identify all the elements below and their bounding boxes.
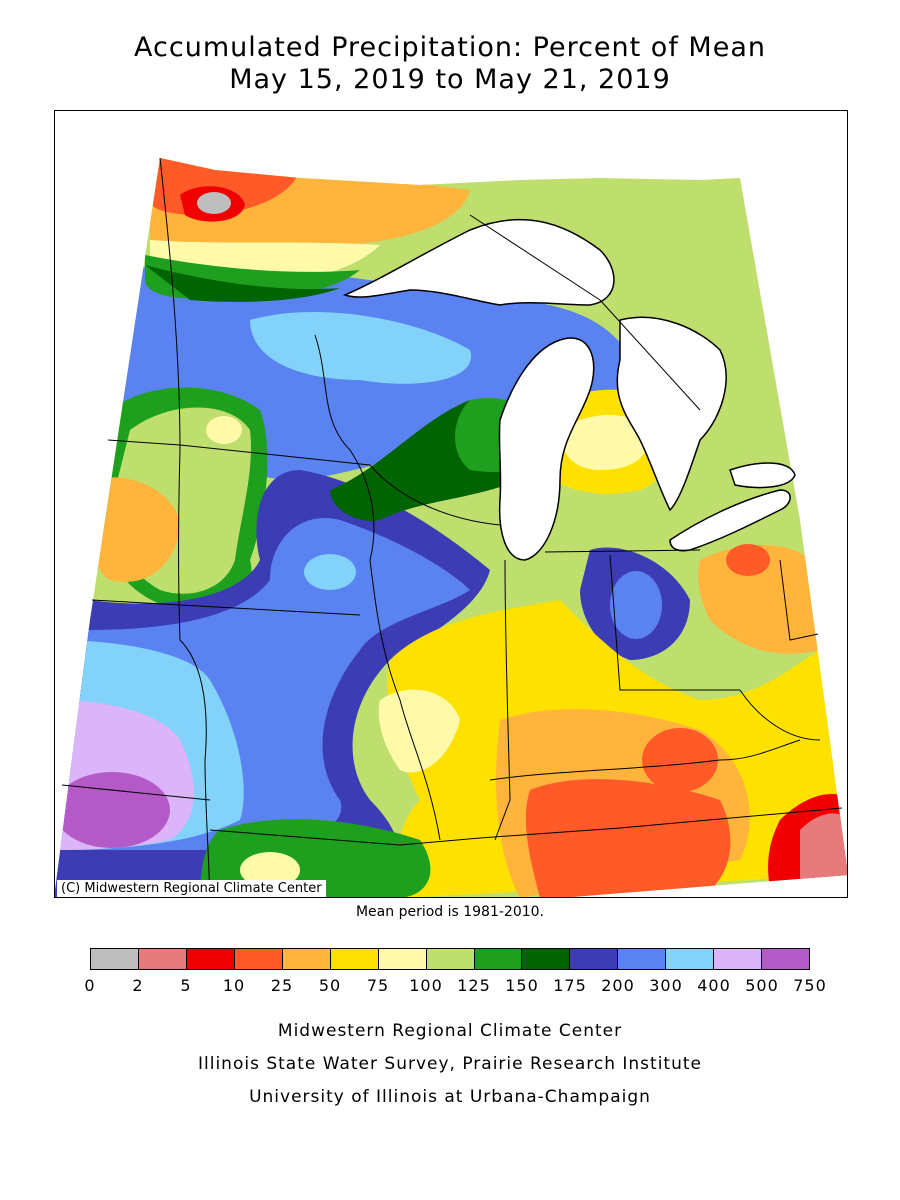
legend-tick-label: 0 bbox=[84, 976, 96, 995]
legend-tick-label: 2 bbox=[132, 976, 144, 995]
footer-survey: Illinois State Water Survey, Prairie Res… bbox=[198, 1054, 702, 1074]
legend-tick-label: 175 bbox=[553, 976, 587, 995]
legend-swatch bbox=[570, 949, 619, 969]
legend-tick-label: 75 bbox=[366, 976, 390, 995]
legend-swatch bbox=[138, 949, 187, 969]
legend-tick-label: 750 bbox=[793, 976, 827, 995]
great-lakes bbox=[342, 218, 796, 561]
legend-tick-label: 10 bbox=[222, 976, 246, 995]
color-legend bbox=[90, 948, 810, 970]
legend-swatch bbox=[186, 949, 235, 969]
map-credit: (C) Midwestern Regional Climate Center bbox=[57, 880, 326, 897]
legend-swatch bbox=[522, 949, 571, 969]
legend-swatch bbox=[234, 949, 283, 969]
legend-swatch bbox=[666, 949, 715, 969]
legend-swatch bbox=[474, 949, 523, 969]
legend-swatch bbox=[714, 949, 763, 969]
legend-tick-label: 25 bbox=[270, 976, 294, 995]
mean-period-note: Mean period is 1981-2010. bbox=[355, 904, 545, 920]
footer-org: Midwestern Regional Climate Center bbox=[277, 1021, 623, 1041]
legend-swatch bbox=[618, 949, 667, 969]
map-date-range: May 15, 2019 to May 21, 2019 bbox=[229, 64, 671, 95]
legend-swatch bbox=[330, 949, 379, 969]
legend-swatch bbox=[426, 949, 475, 969]
legend-swatch bbox=[282, 949, 331, 969]
legend-tick-label: 5 bbox=[180, 976, 192, 995]
map-title: Accumulated Precipitation: Percent of Me… bbox=[134, 32, 766, 63]
legend-tick-labels: 0 2 5 10 25 50 75 100 125 150 175 200 300 400 500 750 bbox=[84, 976, 825, 996]
legend-tick-label: 400 bbox=[697, 976, 731, 995]
legend-tick-label: 150 bbox=[505, 976, 539, 995]
legend-tick-label: 50 bbox=[318, 976, 342, 995]
legend-swatch bbox=[91, 949, 139, 969]
legend-tick-label: 125 bbox=[457, 976, 491, 995]
legend-swatch bbox=[378, 949, 427, 969]
legend-tick-label: 200 bbox=[601, 976, 635, 995]
legend-tick-label: 100 bbox=[409, 976, 443, 995]
legend-tick-label: 500 bbox=[745, 976, 779, 995]
footer-university: University of Illinois at Urbana-Champai… bbox=[249, 1087, 651, 1107]
legend-tick-label: 300 bbox=[649, 976, 683, 995]
legend-swatch bbox=[762, 949, 810, 969]
state-boundaries bbox=[61, 157, 843, 898]
